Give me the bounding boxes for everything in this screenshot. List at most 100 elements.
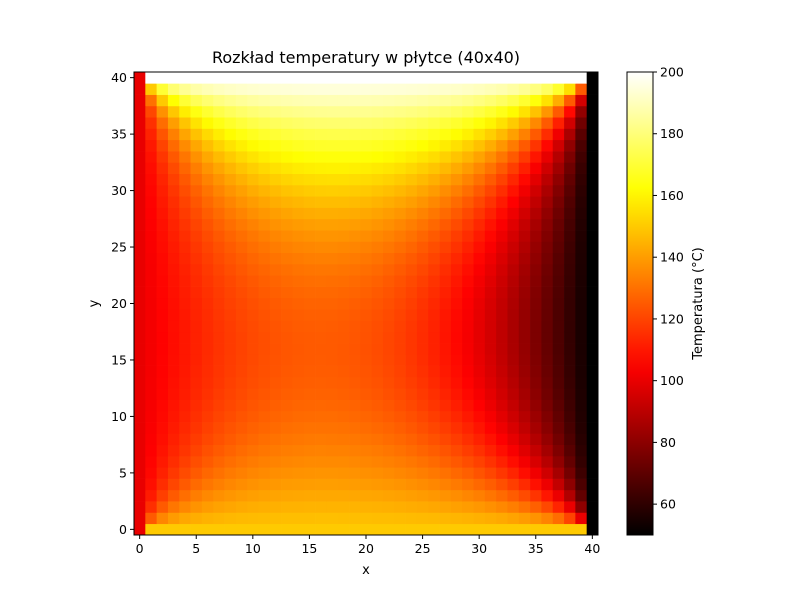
heatmap-cell (541, 252, 554, 265)
heatmap-cell (371, 320, 384, 333)
heatmap-cell (190, 83, 203, 95)
heatmap-cell (269, 218, 282, 231)
heatmap-cell (179, 444, 191, 457)
heatmap-cell (360, 444, 373, 457)
heatmap-cell (156, 252, 169, 265)
heatmap-cell (518, 263, 531, 276)
heatmap-cell (575, 72, 588, 84)
heatmap-cell (292, 501, 305, 513)
heatmap-cell (292, 173, 305, 186)
heatmap-cell (484, 433, 497, 446)
heatmap-cell (552, 489, 565, 502)
heatmap-cell (530, 388, 542, 400)
heatmap-cell (213, 252, 225, 265)
y-tick-label: 5 (119, 465, 127, 480)
heatmap-cell (428, 162, 440, 174)
heatmap-cell (507, 410, 520, 423)
heatmap-cell (473, 241, 486, 254)
heatmap-cell (224, 399, 237, 412)
heatmap-cell (518, 309, 531, 321)
heatmap-cell (428, 354, 440, 366)
heatmap-cell (382, 501, 395, 513)
heatmap-cell (213, 455, 225, 468)
heatmap-cell (303, 286, 316, 299)
heatmap-cell (439, 343, 452, 355)
heatmap-cell (303, 320, 316, 333)
heatmap-cell (371, 207, 384, 220)
heatmap-cell (326, 72, 339, 84)
heatmap-cell (382, 263, 395, 276)
heatmap-cell (337, 433, 350, 446)
heatmap-cell (247, 343, 259, 355)
heatmap-cell (564, 478, 576, 491)
heatmap-cell (586, 218, 599, 231)
heatmap-cell (201, 388, 214, 400)
heatmap-cell (371, 275, 384, 287)
heatmap-cell (190, 196, 203, 208)
heatmap-cell (269, 275, 282, 287)
heatmap-cell (360, 422, 373, 434)
heatmap-cell (326, 241, 339, 254)
heatmap-cell (145, 410, 157, 423)
heatmap-cell (326, 422, 339, 434)
heatmap-cell (484, 275, 497, 287)
heatmap-cell (530, 331, 542, 344)
heatmap-cell (439, 422, 452, 434)
heatmap-cell (167, 343, 180, 355)
heatmap-cell (315, 422, 327, 434)
heatmap-cell (564, 365, 576, 378)
heatmap-cell (167, 173, 180, 186)
heatmap-cell (190, 207, 203, 220)
heatmap-cell (360, 196, 373, 208)
heatmap-cell (134, 523, 146, 536)
heatmap-cell (213, 512, 225, 525)
heatmap-cell (496, 275, 508, 287)
heatmap-cell (315, 128, 327, 141)
heatmap-cell (382, 512, 395, 525)
heatmap-cell (575, 512, 588, 525)
heatmap-cell (224, 331, 237, 344)
heatmap-cell (518, 105, 531, 118)
heatmap-cell (224, 309, 237, 321)
heatmap-cell (586, 422, 599, 434)
heatmap-cell (156, 196, 169, 208)
heatmap-cell (247, 376, 259, 389)
heatmap-cell (541, 117, 554, 129)
x-axis: 0 5 10 15 20 25 30 35 40 (136, 535, 600, 556)
heatmap-cell (507, 309, 520, 321)
heatmap-cell (450, 117, 463, 129)
heatmap-cell (258, 230, 271, 242)
heatmap-cell (156, 151, 169, 163)
heatmap-cell (292, 467, 305, 479)
heatmap-cell (473, 230, 486, 242)
heatmap-cell (258, 252, 271, 265)
heatmap-cell (507, 343, 520, 355)
heatmap-cell (156, 230, 169, 242)
heatmap-cell (530, 263, 542, 276)
heatmap-cell (439, 275, 452, 287)
heatmap-cell (541, 275, 554, 287)
heatmap-cell (541, 297, 554, 310)
heatmap-cell (360, 501, 373, 513)
heatmap-cell (507, 501, 520, 513)
heatmap-cell (450, 354, 463, 366)
heatmap-cell (349, 218, 361, 231)
heatmap-cell (190, 331, 203, 344)
heatmap-cell (371, 410, 384, 423)
heatmap-cell (145, 467, 157, 479)
heatmap-cell (167, 139, 180, 152)
heatmap-cell (450, 410, 463, 423)
heatmap-cell (201, 275, 214, 287)
heatmap-cell (281, 184, 293, 197)
heatmap-cell (496, 309, 508, 321)
heatmap-cell (428, 207, 440, 220)
heatmap-cell (190, 478, 203, 491)
heatmap-cell (201, 117, 214, 129)
heatmap-cell (292, 184, 305, 197)
heatmap-cell (586, 275, 599, 287)
heatmap-cell (281, 252, 293, 265)
heatmap-cell (575, 94, 588, 107)
heatmap-cell (518, 196, 531, 208)
heatmap-cell (586, 388, 599, 400)
heatmap-cell (337, 410, 350, 423)
